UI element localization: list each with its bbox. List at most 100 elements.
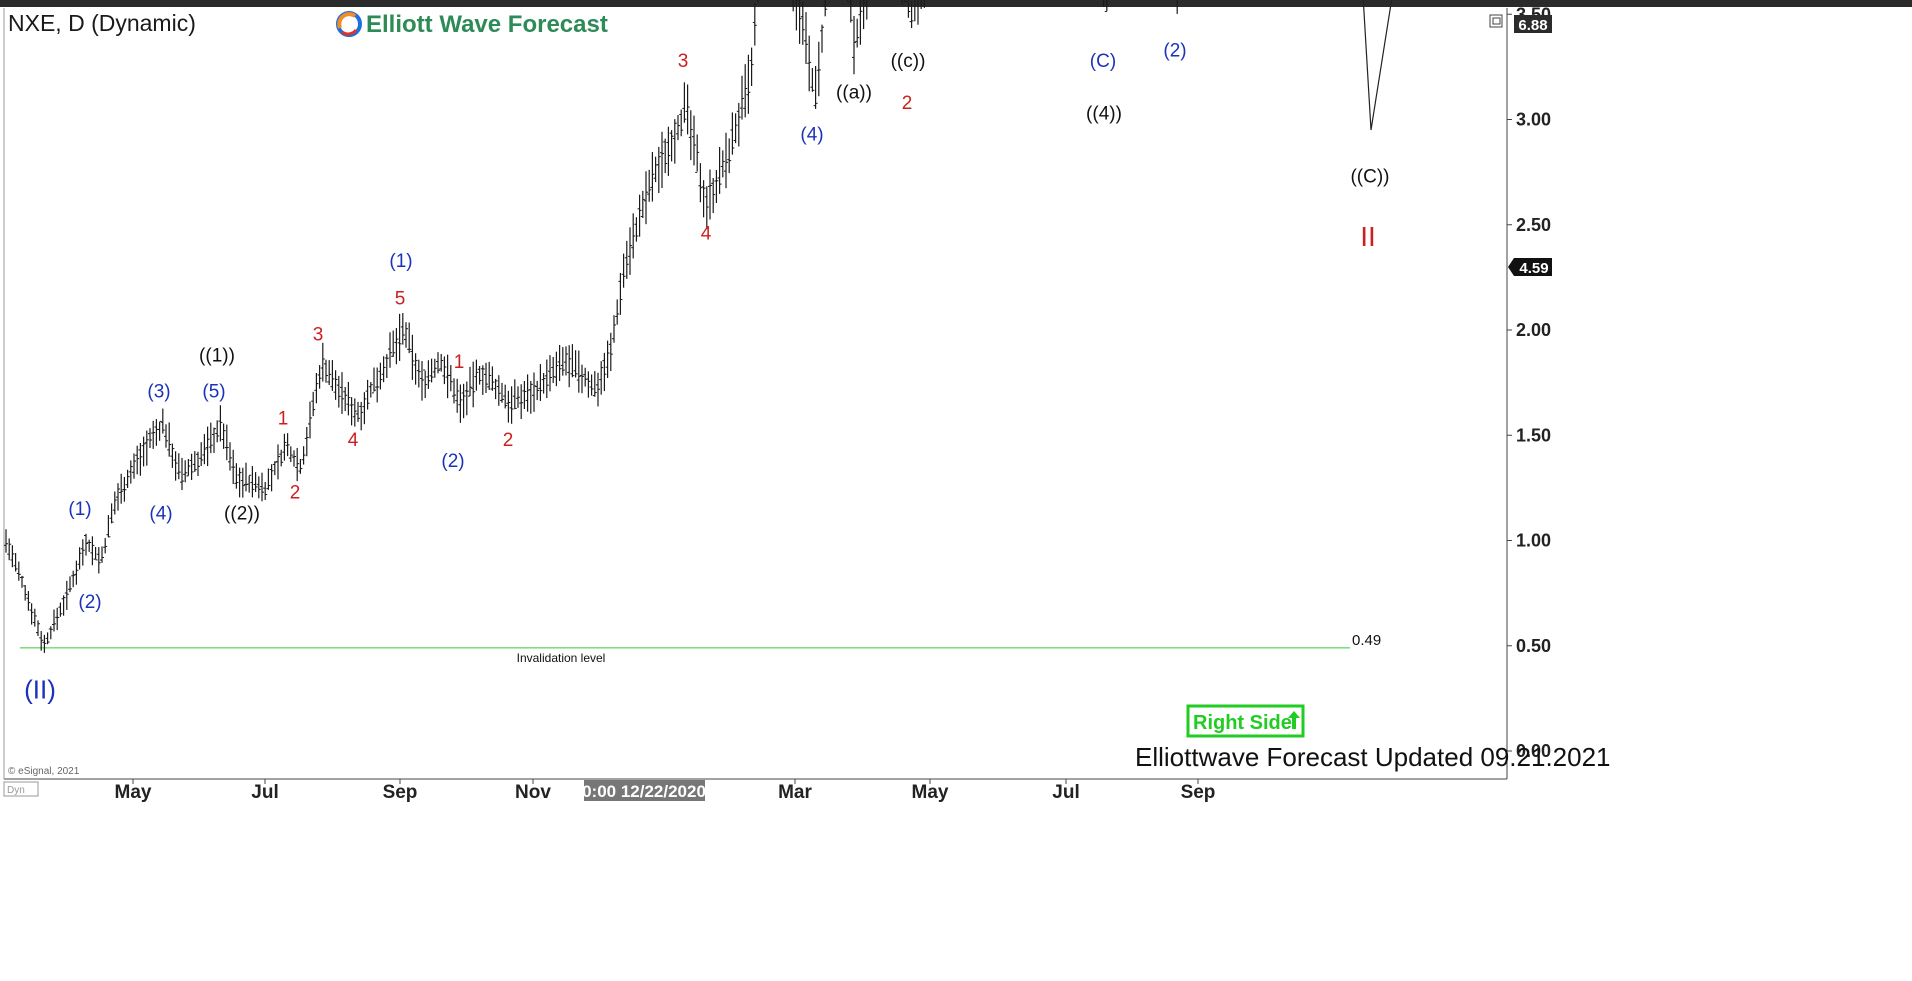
ohlc-bar bbox=[74, 560, 79, 585]
ohlc-bar bbox=[720, 150, 725, 178]
ohlc-bar bbox=[506, 390, 511, 423]
ohlc-bar bbox=[266, 468, 271, 490]
ohlc-bar bbox=[666, 126, 671, 176]
ohlc-bar bbox=[397, 313, 402, 361]
ohlc-bar bbox=[612, 315, 616, 343]
ohlc-bar bbox=[708, 169, 712, 220]
ohlc-bar bbox=[324, 359, 328, 383]
ohlc-bar bbox=[541, 373, 546, 394]
ohlc-bar bbox=[196, 451, 200, 476]
ohlc-bar bbox=[576, 350, 581, 393]
ohlc-bar bbox=[592, 371, 597, 397]
y-tick-label: 3.00 bbox=[1516, 110, 1551, 130]
ohlc-bar bbox=[471, 361, 476, 408]
ohlc-bar bbox=[461, 383, 466, 419]
wave-label: (2) bbox=[78, 592, 101, 613]
ohlc-bar bbox=[711, 178, 716, 214]
ohlc-bar bbox=[487, 361, 492, 391]
ohlc-bar bbox=[1104, 0, 1108, 13]
ohlc-bar bbox=[186, 459, 191, 477]
ohlc-bar bbox=[375, 367, 380, 403]
ohlc-bar bbox=[132, 453, 136, 479]
ohlc-bar bbox=[618, 272, 623, 315]
wave-label: ((2)) bbox=[224, 503, 260, 524]
current-level-bg bbox=[1514, 15, 1552, 33]
ohlc-bar bbox=[660, 131, 664, 189]
ohlc-bar bbox=[917, 0, 919, 25]
ohlc-bar bbox=[704, 186, 709, 230]
ohlc-bar bbox=[644, 171, 648, 225]
ohlc-bar bbox=[327, 360, 332, 386]
ohlc-bar bbox=[688, 110, 693, 161]
wave-label: (C) bbox=[1090, 51, 1116, 72]
ohlc-bar bbox=[141, 436, 146, 467]
ohlc-bar bbox=[167, 422, 172, 457]
ohlc-bar bbox=[816, 41, 821, 97]
ohlc-bar bbox=[314, 372, 319, 404]
wave-label: 3 bbox=[678, 51, 689, 72]
ohlc-bar bbox=[914, 0, 916, 22]
ohlc-bar bbox=[237, 467, 242, 498]
dyn-corner-text: Dyn bbox=[7, 785, 25, 796]
ohlc-bar bbox=[276, 444, 280, 480]
right-side-label: Right Side bbox=[1193, 712, 1292, 734]
ohlc-bar bbox=[362, 392, 367, 425]
ohlc-bar bbox=[304, 426, 309, 457]
ohlc-bar bbox=[160, 408, 165, 434]
wave-labels: (II) (1) (2) (3) (4) (5) ((1)) ((2)) 1 2 3 4 (1) 5 (2)… bbox=[24, 40, 1389, 704]
ohlc-bar bbox=[77, 547, 82, 570]
ohlc-bar bbox=[901, 0, 903, 5]
ohlc-bar bbox=[269, 464, 274, 492]
wave-label: (II) bbox=[24, 674, 56, 704]
ohlc-bar bbox=[349, 397, 354, 426]
ohlc-bar bbox=[391, 330, 396, 357]
ohlc-bar bbox=[4, 529, 8, 553]
ohlc-bar bbox=[586, 371, 591, 398]
ohlc-bar bbox=[474, 359, 479, 391]
wave-label: 2 bbox=[290, 482, 301, 503]
ohlc-bar bbox=[631, 213, 636, 259]
ohlc-bar bbox=[263, 482, 268, 500]
ohlc-bar bbox=[23, 585, 28, 601]
ohlc-bar bbox=[512, 379, 517, 410]
ohlc-bar bbox=[490, 366, 495, 391]
x-tick-label: Jul bbox=[1052, 782, 1079, 803]
ohlc-bar bbox=[452, 378, 456, 404]
window-restore-icon[interactable] bbox=[1489, 14, 1503, 28]
last-price-text: 4.59 bbox=[1519, 260, 1548, 277]
right-side-border bbox=[1186, 704, 1305, 738]
ohlc-bar bbox=[208, 422, 213, 454]
ohlc-bar bbox=[602, 352, 607, 392]
ohlc-bar bbox=[10, 545, 15, 568]
x-tick-label: May bbox=[115, 782, 152, 803]
ohlc-bar bbox=[500, 382, 504, 403]
ohlc-bar bbox=[346, 381, 351, 416]
ohlc-bar bbox=[866, 0, 868, 20]
ohlc-bar bbox=[61, 595, 66, 616]
ohlc-bar bbox=[757, 0, 759, 3]
x-tick-label: Jul bbox=[251, 782, 278, 803]
ohlc-bar bbox=[103, 538, 108, 554]
ohlc-bar bbox=[368, 382, 373, 398]
ohlc-bar bbox=[372, 367, 376, 394]
y-axis: 7.006.506.005.505.004.504.003.503.002.50… bbox=[1507, 4, 1551, 761]
ohlc-bar bbox=[282, 433, 287, 461]
ohlc-bar bbox=[260, 472, 264, 502]
wave-label: 4 bbox=[701, 223, 712, 244]
ohlc-bar bbox=[116, 483, 120, 511]
ohlc-bar bbox=[378, 362, 383, 390]
invalidation-value: 0.49 bbox=[1352, 632, 1381, 649]
projection-path bbox=[1362, 0, 1393, 131]
ohlc-bar bbox=[557, 344, 562, 382]
y-tick-label: 2.50 bbox=[1516, 215, 1551, 235]
wave-label: 2 bbox=[503, 430, 514, 451]
ohlc-bar bbox=[292, 450, 296, 467]
wave-label: (1) bbox=[68, 499, 91, 520]
ohlc-bar bbox=[736, 102, 741, 147]
ohlc-bar bbox=[298, 459, 303, 474]
ohlc-bar bbox=[407, 322, 412, 354]
ohlc-bar bbox=[308, 401, 312, 439]
ohlc-bar bbox=[413, 353, 418, 385]
